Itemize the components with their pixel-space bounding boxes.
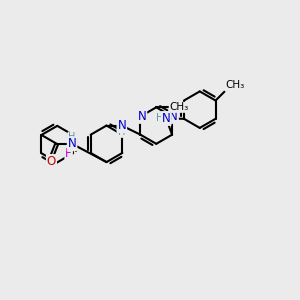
Text: O: O (47, 155, 56, 168)
Text: F: F (65, 147, 72, 160)
Text: N: N (117, 119, 126, 132)
Text: H: H (118, 127, 125, 137)
Text: H: H (68, 132, 76, 142)
Text: CH₃: CH₃ (169, 102, 188, 112)
Text: N: N (68, 137, 76, 150)
Text: N: N (138, 110, 146, 123)
Text: CH₃: CH₃ (225, 80, 244, 90)
Text: N: N (162, 112, 171, 125)
Text: N: N (169, 110, 178, 123)
Text: H: H (156, 113, 164, 124)
